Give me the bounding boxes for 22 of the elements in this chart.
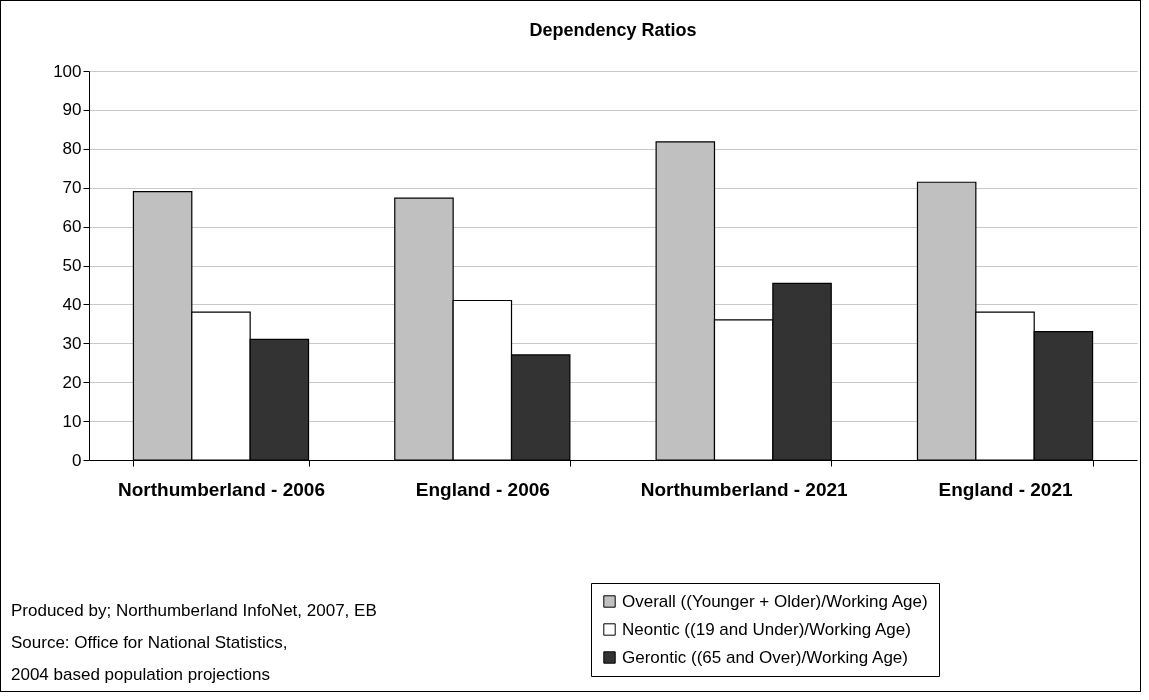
y-tick-label: 10 <box>62 411 82 431</box>
y-tick-label: 20 <box>62 372 82 392</box>
y-tick-label: 100 <box>53 61 82 81</box>
legend-label: Gerontic ((65 and Over)/Working Age) <box>622 647 908 667</box>
text: 2004 based population projections <box>11 665 270 684</box>
x-tick-label: England - 2006 <box>415 478 550 500</box>
y-tick-label: 40 <box>62 294 82 314</box>
y-tick-label: 0 <box>72 450 82 470</box>
y-tick-label: 80 <box>62 139 82 159</box>
x-tick-label: Northumberland - 2021 <box>640 478 849 500</box>
y-tick-label: 60 <box>62 217 82 237</box>
chart-title: Dependency Ratios <box>529 20 697 40</box>
legend-label: Neontic ((19 and Under)/Working Age) <box>622 619 911 639</box>
legend-label: Overall ((Younger + Older)/Working Age) <box>622 591 928 611</box>
y-tick-label: 30 <box>62 333 82 353</box>
y-tick-label: 90 <box>62 100 82 120</box>
text: Produced by; Northumberland InfoNet, 2007, EB <box>11 601 377 620</box>
x-tick-label: England - 2021 <box>938 478 1073 500</box>
y-tick-label: 50 <box>62 256 82 275</box>
source-note: Source: Office for National Statistics, <box>11 633 288 652</box>
y-tick-label: 70 <box>62 178 82 198</box>
x-tick-label: Northumberland - 2006 <box>118 478 325 500</box>
